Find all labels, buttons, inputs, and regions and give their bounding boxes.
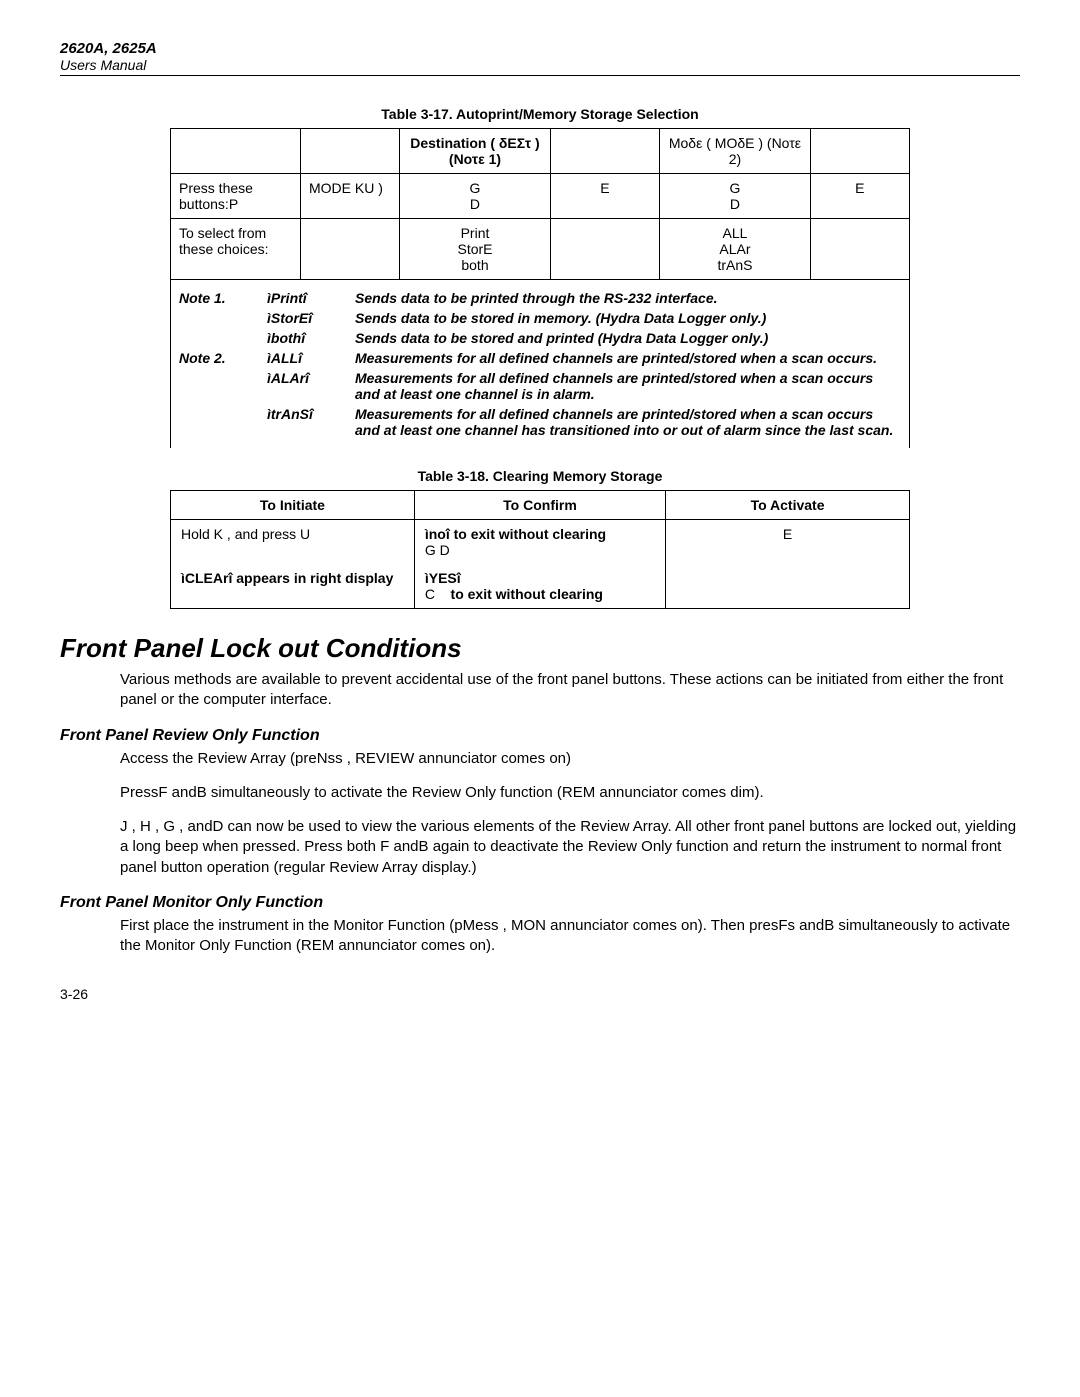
t18-r1c1a: Hold K , and press U (181, 526, 310, 542)
t17-r2c5: ALL ALAr trAnS (660, 219, 810, 280)
section-title: Front Panel Lock out Conditions (60, 633, 1020, 664)
sub2-p1: First place the instrument in the Monito… (120, 916, 1020, 957)
note-label (179, 330, 249, 346)
t18-r1c2b: G D (425, 542, 450, 558)
note-term: ìtrAnSî (267, 406, 337, 438)
note-desc: Measurements for all defined channels ar… (355, 406, 901, 438)
t17-h1: Destination ( δΕΣτ ) (Νοτε 1) (410, 135, 539, 167)
t17-r2c3: Print StorE both (400, 219, 550, 280)
note-label (179, 310, 249, 326)
t18-r1c3: E (666, 520, 910, 609)
note-term: ìALArî (267, 370, 337, 402)
note-label: Note 2. (179, 350, 249, 366)
t17-r1c6: E (810, 174, 909, 219)
header-model: 2620A, 2625A (60, 40, 1020, 57)
t18-r2c2b-pre: C (425, 586, 451, 602)
table-17: Destination ( δΕΣτ ) (Νοτε 1) Μοδε ( ΜΟδ… (170, 128, 910, 448)
t18-h2: To Confirm (414, 491, 665, 520)
t17-r1c5: G D (660, 174, 810, 219)
note-label (179, 370, 249, 402)
note-term: ìPrintî (267, 290, 337, 306)
para-intro: Various methods are available to prevent… (120, 670, 1020, 711)
t18-r2c2a: ìYESî (425, 570, 461, 586)
t17-r1c3: G D (400, 174, 550, 219)
header-manual: Users Manual (60, 57, 1020, 73)
t17-h2: Μοδε ( ΜΟδΕ ) (Νοτε 2) (660, 129, 810, 174)
note-desc: Measurements for all defined channels ar… (355, 370, 901, 402)
note-label (179, 406, 249, 438)
note-term: ìStorEî (267, 310, 337, 326)
page-header: 2620A, 2625A Users Manual (60, 40, 1020, 76)
note-label: Note 1. (179, 290, 249, 306)
subhead-monitor: Front Panel Monitor Only Function (60, 894, 1020, 912)
note-term: ìALLî (267, 350, 337, 366)
t17-r1c1: Press these buttons:P (171, 174, 301, 219)
t17-r1c4: E (550, 174, 660, 219)
t18-h1: To Initiate (171, 491, 415, 520)
note-desc: Measurements for all defined channels ar… (355, 350, 901, 366)
page-number: 3-26 (60, 986, 1020, 1002)
t17-r1c2: MODE KU ) (300, 174, 399, 219)
subhead-review: Front Panel Review Only Function (60, 727, 1020, 745)
table18-caption: Table 3-18. Clearing Memory Storage (60, 468, 1020, 484)
t17-r2c1: To select from these choices: (171, 219, 301, 280)
t18-r1c2a: ìnoî to exit without clearing (425, 526, 606, 542)
sub1-p1: Access the Review Array (preNss , REVIEW… (120, 749, 1020, 769)
sub1-p3: J , H , G , andD can now be used to view… (120, 817, 1020, 878)
t18-r2c1: ìCLEArî appears in right display (181, 570, 393, 586)
table-18: To Initiate To Confirm To Activate Hold … (170, 490, 910, 609)
table17-caption: Table 3-17. Autoprint/Memory Storage Sel… (60, 106, 1020, 122)
note-desc: Sends data to be stored in memory. (Hydr… (355, 310, 901, 326)
t18-h3: To Activate (666, 491, 910, 520)
sub1-p2: PressF andB simultaneously to activate t… (120, 783, 1020, 803)
note-desc: Sends data to be stored and printed (Hyd… (355, 330, 901, 346)
note-term: ìbothî (267, 330, 337, 346)
note-desc: Sends data to be printed through the RS-… (355, 290, 901, 306)
